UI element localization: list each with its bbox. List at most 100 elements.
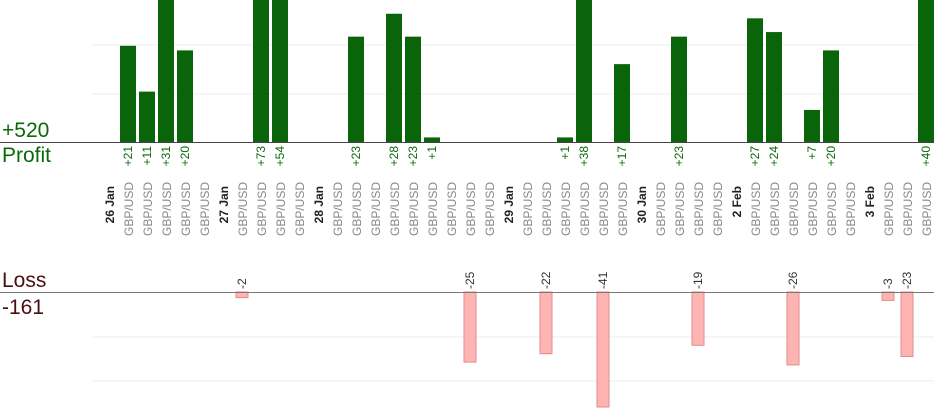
profit-value-label: +7	[805, 146, 819, 160]
profit-value-label: +1	[558, 146, 572, 160]
pair-label: GBP/USD	[483, 182, 497, 236]
profit-value-label: +23	[672, 146, 686, 167]
loss-value-label: -23	[900, 271, 914, 289]
profit-bar	[386, 13, 402, 142]
profit-value-label: +21	[121, 146, 135, 167]
pair-label: GBP/USD	[578, 182, 592, 236]
loss-value-label: -22	[539, 271, 553, 289]
pair-label: GBP/USD	[673, 182, 687, 236]
pair-label: GBP/USD	[749, 182, 763, 236]
pair-label: GBP/USD	[141, 182, 155, 236]
profit-value-label: +23	[406, 146, 420, 167]
pair-label: GBP/USD	[521, 182, 535, 236]
pair-label: GBP/USD	[369, 182, 383, 236]
pair-label: GBP/USD	[540, 182, 554, 236]
pair-label: GBP/USD	[388, 182, 402, 236]
pair-label: GBP/USD	[559, 182, 573, 236]
profit-label: Profit	[2, 144, 52, 167]
profit-bar	[823, 50, 839, 142]
profit-bar	[120, 45, 136, 142]
pair-label: GBP/USD	[407, 182, 421, 236]
pair-label: GBP/USD	[426, 182, 440, 236]
date-label: 26 Jan	[103, 186, 117, 223]
profit-total: +520	[2, 119, 50, 142]
pair-label: GBP/USD	[882, 182, 896, 236]
bars	[120, 0, 934, 408]
profit-bar	[405, 36, 421, 143]
pair-label: GBP/USD	[692, 182, 706, 236]
loss-value-label: -25	[463, 271, 477, 289]
pair-label: GBP/USD	[293, 182, 307, 236]
profit-value-label: +20	[824, 146, 838, 167]
loss-value-label: -26	[786, 271, 800, 289]
date-label: 28 Jan	[312, 186, 326, 223]
pair-label: GBP/USD	[255, 182, 269, 236]
profit-bar	[348, 36, 364, 143]
loss-bar	[881, 291, 895, 301]
profit-bar	[614, 64, 630, 142]
loss-bar	[463, 291, 477, 363]
pair-label: GBP/USD	[122, 182, 136, 236]
pair-label: GBP/USD	[331, 182, 345, 236]
profit-bar	[158, 0, 174, 142]
labels: 26 Jan GBP/USD +21 GBP/USD +11 GBP/USD +31 GBP/…	[103, 146, 934, 289]
profit-bar	[576, 0, 592, 142]
pair-label: GBP/USD	[464, 182, 478, 236]
profit-value-label: +1	[425, 146, 439, 160]
pair-label: GBP/USD	[920, 182, 934, 236]
loss-value-label: -41	[596, 271, 610, 289]
profit-value-label: +73	[254, 146, 268, 167]
loss-bar	[691, 291, 705, 346]
profit-value-label: +24	[767, 146, 781, 167]
pair-label: GBP/USD	[825, 182, 839, 236]
date-label: 30 Jan	[635, 186, 649, 223]
loss-bar	[539, 291, 553, 355]
profit-bar	[918, 0, 934, 142]
profit-bar	[272, 0, 288, 142]
loss-bar	[596, 291, 610, 408]
loss-value-label: -3	[881, 278, 895, 289]
pair-label: GBP/USD	[350, 182, 364, 236]
profit-bar	[557, 137, 573, 142]
profit-bar	[804, 109, 820, 142]
pair-label: GBP/USD	[160, 182, 174, 236]
pair-label: GBP/USD	[445, 182, 459, 236]
pair-label: GBP/USD	[179, 182, 193, 236]
profit-bar	[177, 50, 193, 142]
profit-bar	[139, 91, 155, 142]
profit-value-label: +20	[178, 146, 192, 167]
loss-label: Loss	[2, 269, 47, 292]
profit-bar	[747, 18, 763, 143]
profit-value-label: +40	[919, 146, 933, 167]
profit-value-label: +27	[748, 146, 762, 167]
loss-bar	[900, 291, 914, 358]
date-label: 3 Feb	[863, 186, 877, 217]
profit-bar	[766, 32, 782, 143]
date-label: 29 Jan	[502, 186, 516, 223]
pair-label: GBP/USD	[597, 182, 611, 236]
profit-value-label: +38	[577, 146, 591, 167]
pair-label: GBP/USD	[274, 182, 288, 236]
pair-label: GBP/USD	[616, 182, 630, 236]
profit-value-label: +31	[159, 146, 173, 167]
pair-label: GBP/USD	[768, 182, 782, 236]
loss-total: -161	[2, 296, 45, 319]
pair-label: GBP/USD	[806, 182, 820, 236]
profit-bar	[253, 0, 269, 142]
profit-value-label: +11	[140, 146, 154, 166]
date-label: 27 Jan	[217, 186, 231, 223]
axes	[0, 142, 934, 293]
pair-label: GBP/USD	[901, 182, 915, 236]
profit-value-label: +28	[387, 146, 401, 167]
loss-value-label: -2	[235, 278, 249, 289]
pair-label: GBP/USD	[844, 182, 858, 236]
pair-label: GBP/USD	[654, 182, 668, 236]
pair-label: GBP/USD	[236, 182, 250, 236]
profit-value-label: +54	[273, 146, 287, 167]
pair-label: GBP/USD	[787, 182, 801, 236]
pair-label: GBP/USD	[198, 182, 212, 236]
loss-value-label: -19	[691, 271, 705, 289]
pair-label: GBP/USD	[711, 182, 725, 236]
profit-value-label: +17	[615, 146, 629, 167]
